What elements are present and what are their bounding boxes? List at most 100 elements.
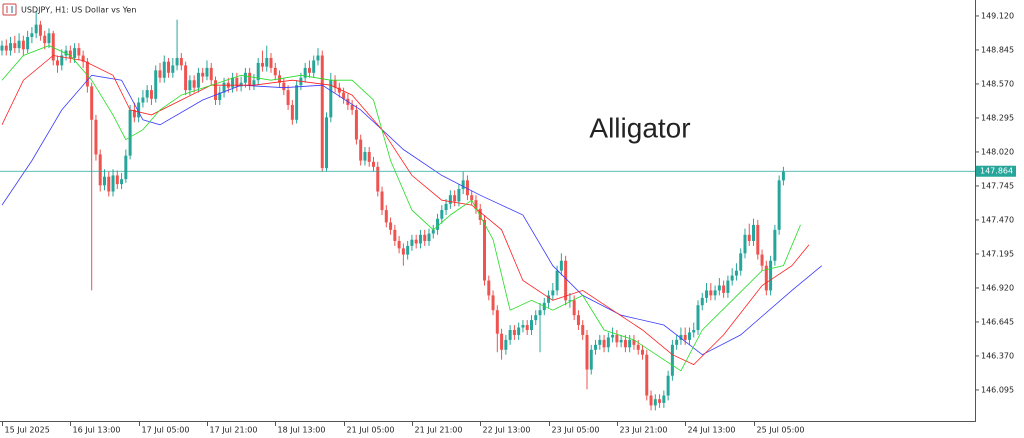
candle-body xyxy=(137,102,141,118)
candle-body xyxy=(730,275,734,281)
candle-body xyxy=(303,67,307,78)
candle-body xyxy=(192,80,196,88)
candle-body xyxy=(376,166,380,192)
candle-body xyxy=(56,60,60,66)
candle-body xyxy=(243,72,247,83)
candle-body xyxy=(77,48,81,56)
candle-body xyxy=(747,234,751,241)
candle-body xyxy=(453,195,457,202)
y-tick-label: 147.470 xyxy=(981,215,1014,224)
candle-body xyxy=(248,72,252,86)
candle-body xyxy=(90,86,94,120)
candle-body xyxy=(564,260,568,301)
candle-body xyxy=(128,109,132,156)
candle-body xyxy=(743,234,747,254)
last-price-label: 147.864 xyxy=(980,167,1013,176)
x-tick-label: 15 Jul 2025 xyxy=(5,426,50,435)
x-tick-label: 21 Jul 05:00 xyxy=(347,426,395,435)
candle-body xyxy=(98,154,102,186)
candle-body xyxy=(440,210,444,219)
candle-body xyxy=(555,270,559,291)
candle-body xyxy=(431,229,435,234)
candle-body xyxy=(508,329,512,340)
candle-body xyxy=(256,62,260,81)
candle-body xyxy=(500,333,504,350)
y-tick-label: 146.645 xyxy=(981,317,1014,326)
candle-body xyxy=(581,325,585,335)
candle-body xyxy=(196,72,200,88)
candle-body xyxy=(594,344,598,350)
candle-body xyxy=(201,72,205,77)
candle-body xyxy=(73,48,77,58)
x-tick-label: 24 Jul 13:00 xyxy=(688,426,736,435)
candle-body xyxy=(611,334,615,338)
candle-body xyxy=(705,290,709,298)
candle-body xyxy=(777,180,781,230)
candle-body xyxy=(585,334,589,370)
candle-body xyxy=(572,300,576,316)
candle-body xyxy=(764,265,768,291)
candle-body xyxy=(94,119,98,155)
candle-body xyxy=(692,329,696,333)
candle-body xyxy=(124,155,128,180)
candle-body xyxy=(640,349,644,355)
y-tick-label: 148.020 xyxy=(981,147,1014,156)
candle-body xyxy=(209,67,213,81)
y-tick-label: 148.295 xyxy=(981,113,1014,122)
candle-body xyxy=(60,55,64,66)
x-tick-label: 22 Jul 13:00 xyxy=(483,426,531,435)
candle-body xyxy=(752,224,756,241)
candle-body xyxy=(623,339,627,348)
candle-body xyxy=(363,151,367,161)
annotation: Alligator xyxy=(589,112,690,143)
candle-body xyxy=(666,375,670,396)
candle-body xyxy=(675,339,679,345)
candle-body xyxy=(145,90,149,98)
candle-body xyxy=(4,45,8,51)
candle-body xyxy=(269,57,273,68)
y-tick-label: 149.120 xyxy=(981,11,1014,20)
candle-body xyxy=(47,33,51,44)
candle-body xyxy=(21,40,25,50)
candle-body xyxy=(461,180,465,190)
y-tick-label: 147.745 xyxy=(981,181,1014,190)
indicator-line xyxy=(1,55,810,366)
candle-body xyxy=(179,57,183,66)
candle-body xyxy=(85,61,89,87)
candle-body xyxy=(64,50,68,56)
candle-body xyxy=(517,327,521,335)
candle-body xyxy=(632,339,636,345)
candle-body xyxy=(265,57,269,67)
candle-body xyxy=(167,61,171,73)
candle-body xyxy=(589,349,593,370)
candle-body xyxy=(111,175,115,192)
candle-body xyxy=(760,254,764,266)
candle-body xyxy=(679,334,683,340)
x-tick-label: 17 Jul 05:00 xyxy=(142,426,190,435)
candle-body xyxy=(636,344,640,350)
candle-body xyxy=(115,175,119,185)
candle-body xyxy=(436,218,440,230)
candle-body xyxy=(474,200,478,209)
candle-body xyxy=(26,36,30,50)
candle-body xyxy=(286,90,290,105)
candle-body xyxy=(231,77,235,88)
candle-body xyxy=(551,290,555,296)
candle-body xyxy=(329,80,333,118)
candle-body xyxy=(457,189,461,202)
candle-body xyxy=(30,33,34,37)
candle-body xyxy=(423,234,427,241)
candle-body xyxy=(389,222,393,230)
candle-body xyxy=(43,35,47,44)
candle-body xyxy=(470,195,474,201)
candle-body xyxy=(354,109,358,140)
candle-body xyxy=(687,332,691,340)
x-tick-label: 23 Jul 21:00 xyxy=(620,426,668,435)
candle-body xyxy=(68,50,72,58)
x-tick-label: 16 Jul 13:00 xyxy=(73,426,121,435)
y-tick-label: 148.845 xyxy=(981,45,1014,54)
candle-body xyxy=(34,24,38,34)
candle-body xyxy=(418,234,422,244)
candle-body xyxy=(350,104,354,110)
